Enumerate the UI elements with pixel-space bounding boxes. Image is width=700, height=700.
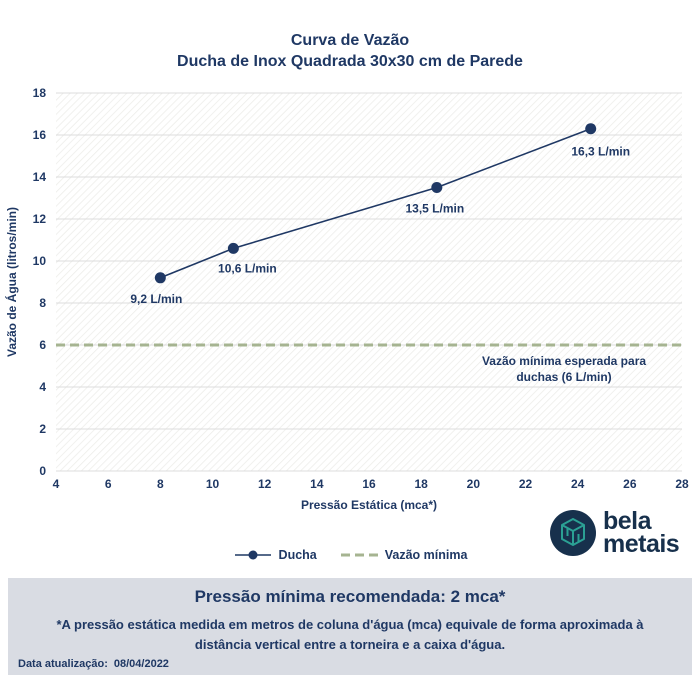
x-tick-label: 6 [105,477,112,491]
chart-title: Curva de Vazão Ducha de Inox Quadrada 30… [0,32,700,71]
legend-item-vazao-minima: Vazão mínima [339,548,468,562]
footer-info-box: Pressão mínima recomendada: 2 mca* *A pr… [8,578,692,675]
min-flow-annotation-line1: Vazão mínima esperada para [481,354,647,368]
y-tick-label: 10 [33,254,47,268]
y-tick-label: 2 [39,422,46,436]
y-tick-label: 0 [39,464,46,478]
logo-word-metais: metais [603,530,680,558]
legend-label-ducha: Ducha [278,548,317,562]
y-tick-label: 4 [39,380,46,394]
data-point-label: 13,5 L/min [405,202,464,216]
legend-label-vazao-minima: Vazão mínima [384,548,468,562]
bela-metais-logo: bela metais [549,503,694,563]
x-tick-label: 26 [623,477,637,491]
x-tick-label: 14 [310,477,324,491]
x-tick-label: 10 [206,477,220,491]
legend-item-ducha: Ducha [233,548,317,562]
footer-note: *A pressão estática medida em metros de … [8,615,692,654]
y-tick-label: 16 [33,128,47,142]
data-point-label: 9,2 L/min [130,292,182,306]
y-axis-title: Vazão de Água (litros/min) [4,207,19,357]
x-axis-title: Pressão Estática (mca*) [301,498,437,512]
footer-updated-value: 08/04/2022 [113,658,169,670]
bela-metais-wordmark: bela metais [603,507,680,558]
x-tick-label: 20 [467,477,481,491]
y-tick-label: 18 [33,86,47,100]
logo-word-bela: bela [603,507,652,535]
footer-heading: Pressão mínima recomendada: 2 mca* [194,587,506,606]
line-dot-marker-icon [234,550,271,560]
x-tick-label: 22 [519,477,533,491]
footer-note-line1: *A pressão estática medida em metros de … [56,617,644,632]
data-point [431,182,443,193]
chart-legend: Ducha Vazão mínima [0,545,700,565]
dashed-line-marker-icon [340,553,379,557]
min-flow-annotation: Vazão mínima esperada para duchas (6 L/m… [444,353,684,385]
data-point [585,123,597,135]
y-tick-label: 8 [39,296,46,310]
footer-updated: Data atualização: 08/04/2022 [18,658,169,670]
bela-metais-cube-icon [550,510,596,556]
gridlines [56,92,682,472]
data-point-label: 10,6 L/min [218,261,277,275]
footer-note-line2: distância vertical entre a torneira e a … [194,636,506,652]
x-tick-label: 12 [258,477,272,491]
footer-updated-label: Data atualização: [18,658,108,670]
data-point [227,242,239,254]
x-tick-label: 16 [362,477,376,491]
ducha-series-line [160,127,591,279]
chart-title-line1: Curva de Vazão [290,32,410,49]
x-tick-label: 28 [675,477,689,491]
x-tick-label: 24 [571,477,585,491]
series-layer: 9,2 L/min 10,6 L/min 13,5 L/min 16,3 L/min [56,123,682,347]
data-point-label: 16,3 L/min [571,145,630,159]
x-tick-label: 4 [53,477,60,491]
y-tick-label: 14 [33,170,47,184]
y-tick-label: 12 [33,212,47,226]
x-tick-label: 18 [414,477,428,491]
chart-title-line2: Ducha de Inox Quadrada 30x30 cm de Pared… [177,53,523,70]
x-tick-label: 8 [157,477,164,491]
min-flow-annotation-line2: duchas (6 L/min) [516,370,612,385]
data-point [154,272,166,284]
y-tick-label: 6 [39,338,46,352]
